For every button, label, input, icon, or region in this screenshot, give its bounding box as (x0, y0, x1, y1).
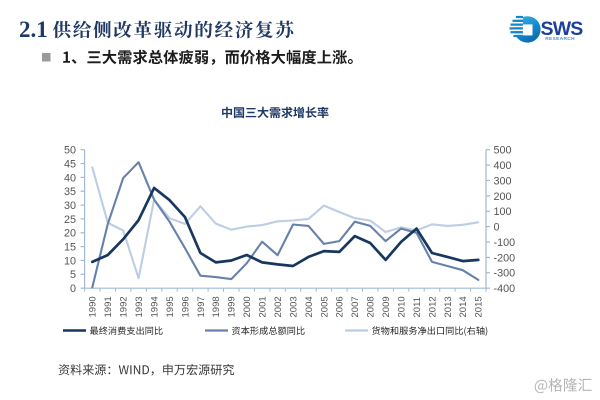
svg-text:50: 50 (64, 145, 76, 157)
svg-text:2011: 2011 (412, 297, 423, 317)
svg-text:2008: 2008 (366, 296, 377, 317)
svg-text:10: 10 (64, 255, 76, 267)
svg-text:2004: 2004 (304, 296, 315, 317)
svg-text:2014: 2014 (458, 296, 469, 317)
svg-text:300: 300 (494, 175, 512, 187)
svg-text:1991: 1991 (103, 296, 114, 317)
svg-text:2007: 2007 (350, 296, 361, 317)
svg-text:1993: 1993 (134, 296, 145, 317)
svg-text:SWS: SWS (541, 18, 584, 40)
svg-text:2003: 2003 (288, 296, 299, 317)
svg-text:2015: 2015 (474, 296, 485, 317)
svg-text:20: 20 (64, 228, 76, 240)
svg-text:2002: 2002 (273, 296, 284, 317)
svg-text:5: 5 (70, 269, 76, 281)
svg-text:0: 0 (494, 222, 500, 234)
svg-text:-100: -100 (494, 237, 516, 249)
svg-text:2012: 2012 (427, 296, 438, 317)
svg-text:2001: 2001 (258, 296, 269, 317)
svg-text:1990: 1990 (88, 296, 99, 317)
svg-text:1998: 1998 (211, 296, 222, 317)
svg-text:1995: 1995 (165, 296, 176, 317)
svg-text:RESEARCH: RESEARCH (545, 36, 575, 42)
svg-text:1994: 1994 (150, 296, 161, 317)
svg-text:1997: 1997 (196, 296, 207, 317)
svg-text:30: 30 (64, 200, 76, 212)
svg-text:2010: 2010 (397, 296, 408, 317)
svg-text:2005: 2005 (319, 296, 330, 317)
svg-text:35: 35 (64, 186, 76, 198)
svg-text:2009: 2009 (381, 296, 392, 317)
svg-text:-200: -200 (494, 252, 516, 264)
svg-text:2000: 2000 (242, 296, 253, 317)
svg-text:400: 400 (494, 160, 512, 172)
svg-text:0: 0 (70, 283, 76, 295)
svg-text:-400: -400 (494, 283, 516, 295)
svg-text:2013: 2013 (443, 296, 454, 317)
svg-text:200: 200 (494, 191, 512, 203)
svg-text:-300: -300 (494, 268, 516, 280)
svg-text:25: 25 (64, 214, 76, 226)
svg-text:15: 15 (64, 242, 76, 254)
svg-text:45: 45 (64, 158, 76, 170)
svg-text:1996: 1996 (180, 296, 191, 317)
svg-text:2006: 2006 (335, 296, 346, 317)
svg-text:1999: 1999 (227, 296, 238, 317)
svg-text:100: 100 (494, 206, 512, 218)
svg-text:500: 500 (494, 145, 512, 157)
svg-text:2.1: 2.1 (19, 17, 48, 42)
svg-text:40: 40 (64, 172, 76, 184)
svg-text:1992: 1992 (119, 296, 130, 317)
